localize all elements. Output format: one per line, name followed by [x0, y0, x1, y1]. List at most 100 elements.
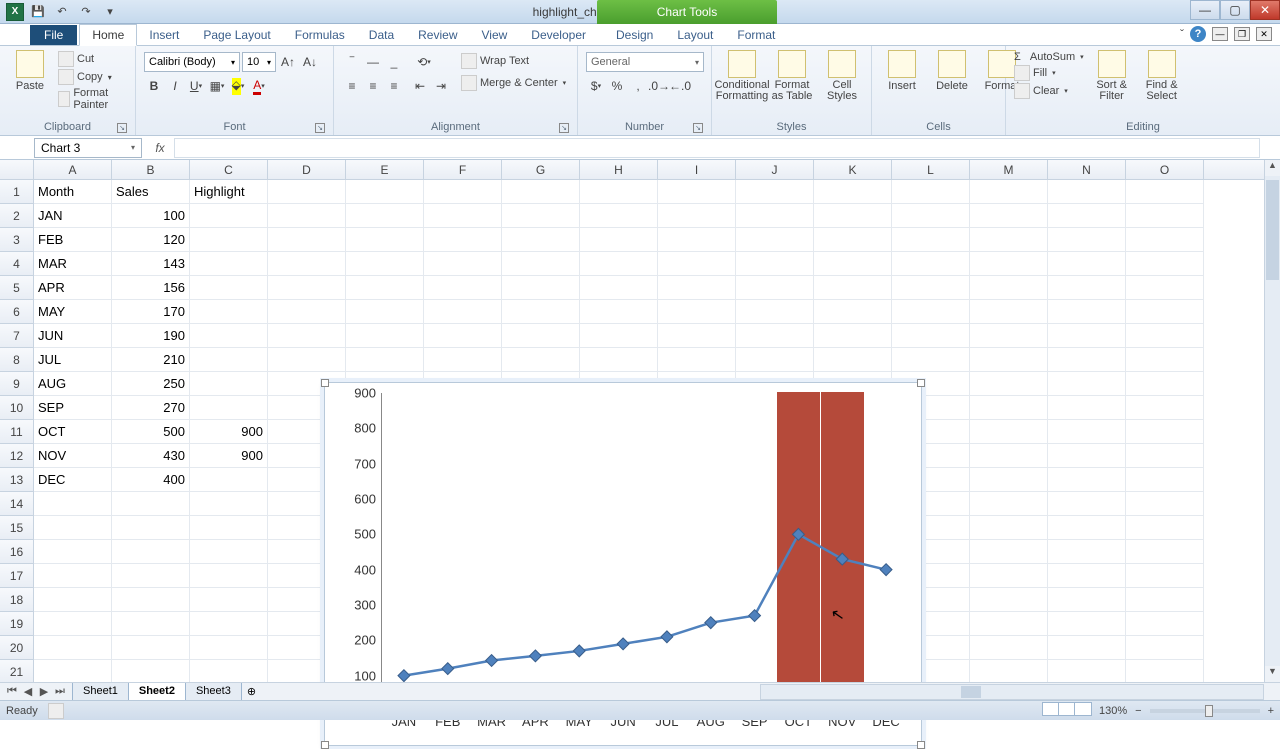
cell[interactable] — [1126, 516, 1204, 540]
cell[interactable] — [1126, 228, 1204, 252]
row-header[interactable]: 20 — [0, 636, 34, 660]
cell[interactable] — [892, 300, 970, 324]
row-header[interactable]: 7 — [0, 324, 34, 348]
cell[interactable] — [736, 228, 814, 252]
cell[interactable] — [424, 252, 502, 276]
cell[interactable] — [1126, 372, 1204, 396]
row-header[interactable]: 2 — [0, 204, 34, 228]
resize-handle[interactable] — [917, 741, 925, 749]
cell[interactable]: JUL — [34, 348, 112, 372]
increase-indent-button[interactable]: ⇥ — [431, 76, 451, 96]
cell[interactable] — [190, 588, 268, 612]
cell[interactable] — [970, 540, 1048, 564]
cell[interactable] — [1126, 636, 1204, 660]
cell[interactable] — [34, 564, 112, 588]
cell[interactable]: OCT — [34, 420, 112, 444]
format-as-table-button[interactable]: Format as Table — [770, 50, 814, 102]
cell[interactable] — [736, 348, 814, 372]
cell[interactable] — [970, 420, 1048, 444]
cell[interactable] — [970, 396, 1048, 420]
view-buttons[interactable] — [1043, 702, 1091, 719]
line-series[interactable] — [382, 393, 908, 711]
cell[interactable] — [814, 228, 892, 252]
macro-record-icon[interactable] — [48, 703, 64, 719]
scroll-thumb[interactable] — [1266, 180, 1279, 280]
cell[interactable] — [1126, 396, 1204, 420]
cell[interactable] — [112, 612, 190, 636]
cell[interactable] — [1126, 444, 1204, 468]
cell[interactable]: 143 — [112, 252, 190, 276]
wrap-text-button[interactable]: Wrap Text — [461, 52, 566, 70]
border-button[interactable]: ▦▾ — [207, 76, 227, 96]
workbook-minimize-button[interactable]: — — [1212, 27, 1228, 41]
cell[interactable] — [814, 180, 892, 204]
align-center-button[interactable]: ≡ — [363, 76, 383, 96]
scroll-down-icon[interactable]: ▼ — [1265, 666, 1280, 682]
cell[interactable] — [1048, 348, 1126, 372]
cell[interactable] — [970, 468, 1048, 492]
cell[interactable] — [268, 180, 346, 204]
next-sheet-icon[interactable]: ▶ — [36, 685, 52, 698]
cell[interactable] — [1048, 588, 1126, 612]
align-top-button[interactable]: ‾ — [342, 52, 362, 72]
accounting-button[interactable]: $▾ — [586, 76, 606, 96]
tab-formulas[interactable]: Formulas — [283, 25, 357, 45]
cell[interactable]: 190 — [112, 324, 190, 348]
cell[interactable] — [970, 636, 1048, 660]
cell[interactable] — [34, 540, 112, 564]
cell[interactable]: 156 — [112, 276, 190, 300]
cell[interactable] — [502, 228, 580, 252]
cell[interactable] — [1048, 612, 1126, 636]
cell[interactable] — [190, 252, 268, 276]
column-header[interactable]: F — [424, 160, 502, 179]
column-header[interactable]: D — [268, 160, 346, 179]
cell[interactable] — [190, 492, 268, 516]
qat-undo-icon[interactable]: ↶ — [52, 3, 72, 21]
cell[interactable] — [1126, 540, 1204, 564]
cell[interactable]: APR — [34, 276, 112, 300]
cell[interactable] — [190, 276, 268, 300]
maximize-button[interactable]: ▢ — [1220, 0, 1250, 20]
cell[interactable] — [1048, 420, 1126, 444]
cell[interactable] — [190, 348, 268, 372]
cell[interactable] — [1048, 516, 1126, 540]
fill-color-button[interactable]: ⬙▾ — [228, 76, 248, 96]
cell[interactable] — [346, 180, 424, 204]
cell[interactable] — [892, 252, 970, 276]
cell[interactable] — [814, 300, 892, 324]
column-header[interactable]: K — [814, 160, 892, 179]
cell[interactable] — [970, 348, 1048, 372]
cell[interactable] — [346, 276, 424, 300]
cell[interactable] — [1048, 564, 1126, 588]
bold-button[interactable]: B — [144, 76, 164, 96]
cell[interactable] — [190, 468, 268, 492]
cell[interactable]: NOV — [34, 444, 112, 468]
cut-button[interactable]: Cut — [58, 50, 127, 68]
autosum-button[interactable]: Σ AutoSum▾ — [1014, 50, 1084, 64]
cell[interactable] — [1048, 204, 1126, 228]
column-header[interactable]: J — [736, 160, 814, 179]
sheet-tab-sheet3[interactable]: Sheet3 — [185, 683, 242, 701]
row-header[interactable]: 1 — [0, 180, 34, 204]
column-header[interactable]: M — [970, 160, 1048, 179]
decrease-indent-button[interactable]: ⇤ — [410, 76, 430, 96]
cell[interactable] — [658, 348, 736, 372]
prev-sheet-icon[interactable]: ◀ — [20, 685, 36, 698]
column-header[interactable]: H — [580, 160, 658, 179]
cell[interactable]: JUN — [34, 324, 112, 348]
cell[interactable] — [424, 324, 502, 348]
column-header[interactable]: I — [658, 160, 736, 179]
cell[interactable] — [1126, 420, 1204, 444]
zoom-level[interactable]: 130% — [1099, 705, 1127, 717]
tab-data[interactable]: Data — [357, 25, 406, 45]
minimize-ribbon-icon[interactable]: ˇ — [1180, 27, 1184, 41]
cell[interactable] — [892, 180, 970, 204]
qat-redo-icon[interactable]: ↷ — [76, 3, 96, 21]
cell[interactable]: Sales — [112, 180, 190, 204]
cell[interactable] — [1048, 180, 1126, 204]
delete-cells-button[interactable]: Delete — [930, 50, 974, 92]
scroll-up-icon[interactable]: ▲ — [1265, 160, 1280, 176]
clear-button[interactable]: Clear▾ — [1014, 82, 1084, 100]
cell[interactable] — [1126, 324, 1204, 348]
cell[interactable]: 250 — [112, 372, 190, 396]
